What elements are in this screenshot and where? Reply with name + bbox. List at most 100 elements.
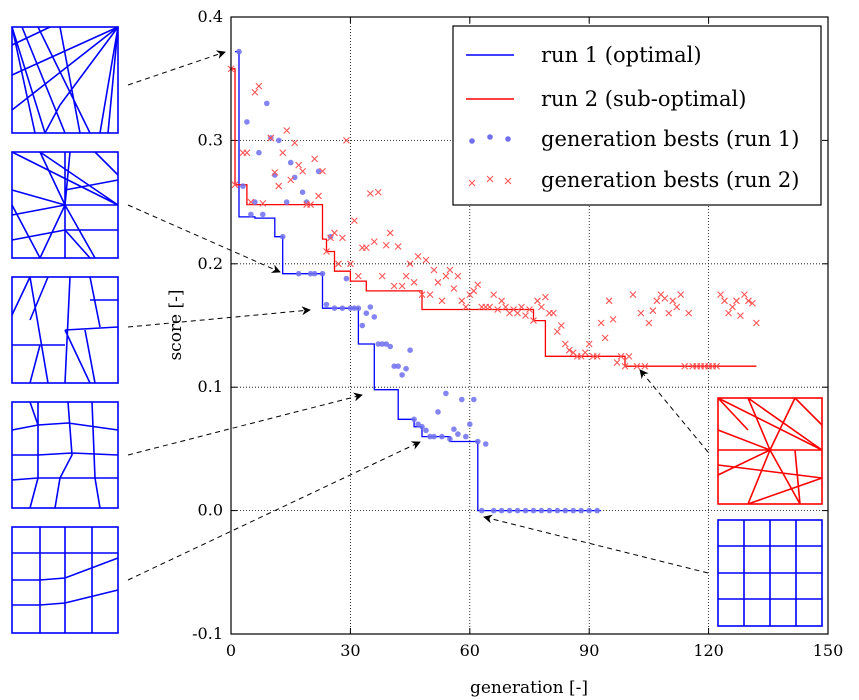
legend-label-run2: run 2 (sub-optimal) — [541, 87, 746, 111]
series-2 — [231, 68, 757, 367]
data-point — [343, 275, 350, 282]
y-tick-label: 0.0 — [198, 501, 223, 520]
data-point — [748, 299, 756, 307]
data-point — [721, 297, 728, 305]
data-point — [423, 427, 429, 434]
data-point — [459, 396, 465, 403]
data-point — [279, 233, 286, 240]
data-point — [474, 281, 482, 289]
data-point — [402, 272, 410, 280]
data-point — [442, 272, 450, 280]
data-point — [522, 507, 529, 514]
data-point — [406, 260, 414, 268]
data-point — [379, 341, 386, 347]
series-layer — [227, 48, 760, 514]
data-point — [621, 362, 629, 370]
data-point — [745, 297, 752, 305]
data-point — [291, 139, 299, 147]
data-point — [295, 270, 302, 277]
data-point — [399, 372, 405, 378]
data-point — [264, 100, 270, 107]
data-point — [287, 176, 295, 184]
data-point — [641, 362, 649, 370]
legend-label-run1: run 1 (optimal) — [541, 43, 702, 67]
data-point — [354, 272, 362, 280]
thumb-red — [717, 397, 823, 505]
data-point — [665, 309, 673, 317]
data-point — [557, 322, 565, 329]
data-point — [593, 352, 601, 360]
data-point — [752, 319, 760, 327]
data-point — [315, 192, 322, 200]
data-point — [307, 270, 314, 277]
x-tick-label: 120 — [693, 641, 724, 660]
data-point — [383, 341, 390, 347]
data-point — [231, 181, 239, 189]
data-point — [629, 291, 637, 299]
data-point — [430, 266, 438, 274]
data-point — [494, 306, 502, 313]
series-1 — [235, 50, 602, 512]
data-point — [331, 229, 338, 237]
thumb-5 — [11, 526, 119, 634]
data-point — [435, 409, 441, 415]
data-point — [439, 433, 445, 440]
data-point — [414, 253, 422, 260]
data-point — [538, 507, 545, 514]
arrow-thumb-4 — [127, 392, 363, 456]
data-point — [275, 182, 283, 190]
data-point — [594, 507, 600, 514]
data-point — [407, 347, 413, 354]
data-point — [443, 390, 449, 397]
data-point — [343, 137, 350, 144]
data-point — [455, 431, 461, 437]
data-point — [311, 270, 318, 277]
x-tick-label: 30 — [340, 641, 360, 660]
data-point — [371, 314, 378, 320]
data-point — [733, 297, 740, 305]
data-point — [327, 234, 334, 242]
data-point — [418, 291, 426, 299]
data-point — [486, 303, 494, 311]
series-3 — [236, 48, 600, 514]
series-line — [235, 50, 602, 512]
data-point — [434, 278, 442, 286]
arrow-thumb-3 — [127, 306, 311, 328]
data-point — [299, 189, 306, 195]
data-point — [462, 303, 470, 311]
y-tick-label: 0.1 — [198, 377, 223, 396]
series-4 — [227, 65, 760, 370]
data-point — [546, 507, 553, 514]
data-point — [391, 363, 398, 370]
data-point — [597, 319, 605, 327]
data-point — [561, 340, 569, 348]
data-point — [446, 266, 454, 274]
data-point — [271, 169, 279, 176]
data-point — [267, 134, 275, 142]
data-point — [685, 309, 693, 317]
data-point — [645, 319, 653, 327]
data-point — [279, 149, 287, 157]
x-tick-label: 150 — [813, 641, 844, 660]
legend-label-run2-points: generation bests (run 2) — [541, 168, 799, 192]
data-point — [729, 303, 736, 311]
data-point — [403, 365, 409, 372]
x-tick-label: 0 — [226, 641, 236, 660]
data-point — [427, 433, 433, 440]
legend-swatch-run2-points — [468, 175, 512, 187]
data-point — [323, 301, 330, 308]
data-point — [737, 312, 744, 320]
data-point — [299, 167, 307, 175]
data-point — [319, 167, 326, 175]
annotation-arrows — [127, 50, 709, 581]
data-point — [518, 303, 525, 311]
data-point — [530, 507, 537, 514]
data-point — [649, 307, 657, 315]
data-point — [260, 211, 266, 218]
data-point — [410, 278, 418, 286]
data-point — [534, 297, 541, 305]
data-point — [426, 291, 434, 299]
data-point — [331, 305, 338, 312]
data-point — [236, 48, 242, 55]
